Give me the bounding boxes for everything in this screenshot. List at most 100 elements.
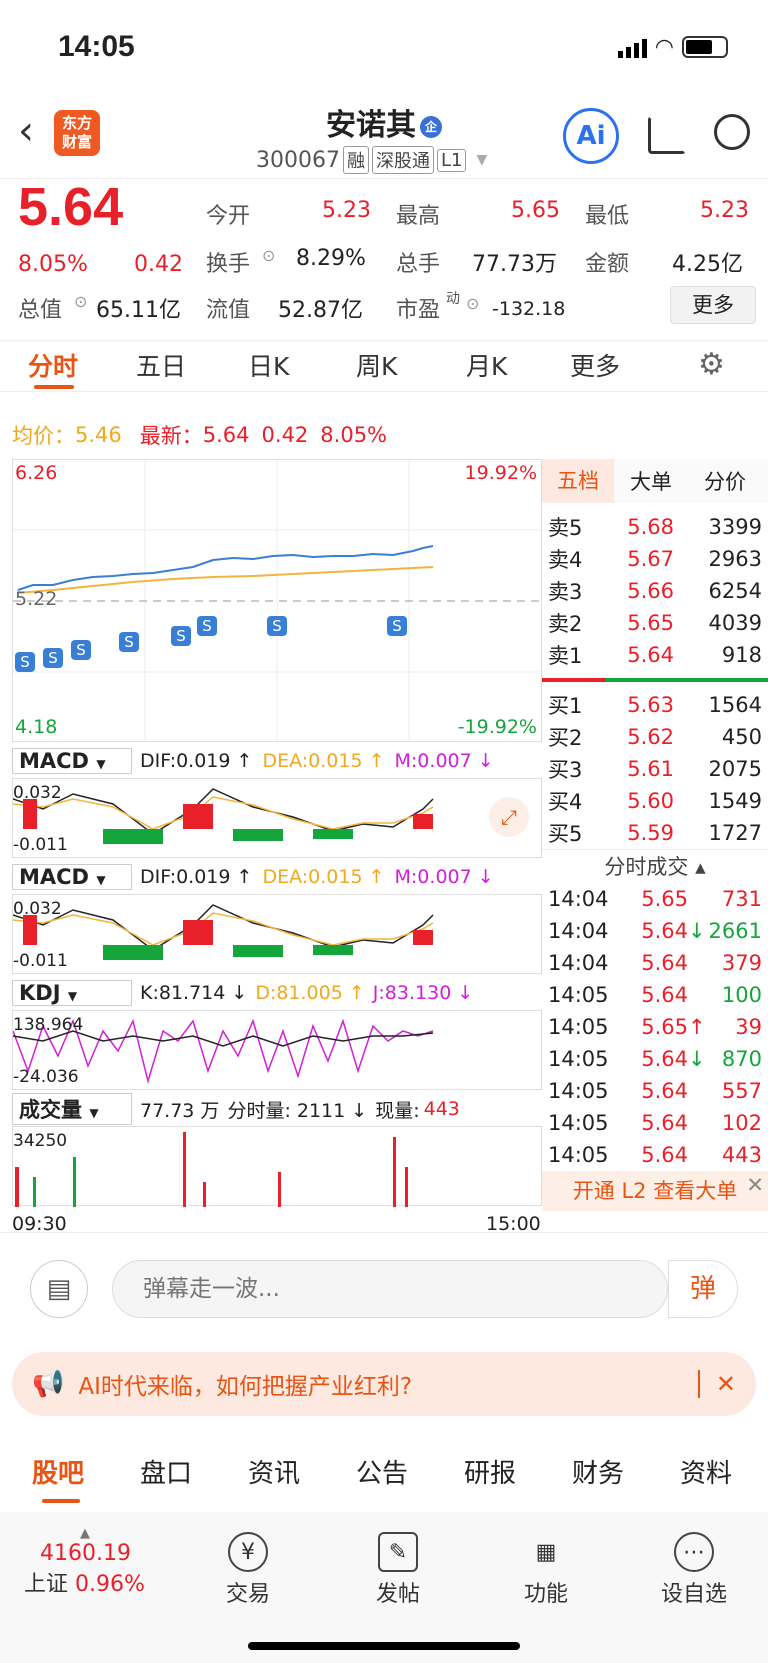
latest-chg: 0.42 <box>261 423 309 447</box>
tick-row: 14:05 5.64 443 <box>548 1143 762 1167</box>
macd-dif-2: DIF:0.019 ↑ <box>140 866 253 888</box>
amount-label: 金额 <box>585 252 630 277</box>
volume-selector[interactable]: 成交量 ▼ <box>12 1093 132 1125</box>
more-button[interactable]: 更多 <box>670 286 756 324</box>
status-time: 14:05 <box>58 30 135 63</box>
macd-dif: DIF:0.019 ↑ <box>140 750 253 772</box>
high-value: 5.65 <box>511 198 560 223</box>
pe-sup: 动 <box>446 291 460 307</box>
tab-big-orders[interactable]: 大单 <box>630 470 672 494</box>
tab-finance[interactable]: 财务 <box>572 1459 625 1489</box>
pct-min-label: -19.92% <box>457 716 537 738</box>
tick-row: 14:04 5.64 ↓ 2661 <box>548 919 762 943</box>
tab-more[interactable]: 更多 <box>570 352 621 381</box>
tab-news[interactable]: 资讯 <box>248 1459 301 1489</box>
ask-row: 卖4 5.67 2963 <box>548 547 762 572</box>
expand-icon[interactable]: ⤢ <box>489 797 529 837</box>
stock-name: 安诺其企 <box>0 100 768 144</box>
stock-code-row: 300067 融 深股通 L1 ▼ <box>256 146 487 174</box>
tab-intraday[interactable]: 分时 <box>28 352 79 381</box>
danmaku-settings-icon[interactable]: ▤ <box>30 1260 88 1318</box>
edit-icon: ✎ <box>378 1532 418 1572</box>
macd-dea: DEA:0.015 ↑ <box>262 750 385 772</box>
kdj-panel: 138.964 -24.036 <box>12 1010 542 1090</box>
tag-level: L1 <box>436 148 467 172</box>
intraday-chart[interactable]: 6.26 5.22 4.18 19.92% -19.92% S S S S S … <box>12 459 543 743</box>
macd-selector-2[interactable]: MACD ▼ <box>12 864 132 890</box>
open-value: 5.23 <box>322 198 371 223</box>
info-icon[interactable]: ⊙ <box>262 246 276 265</box>
volume-panel: 34250 <box>12 1126 542 1207</box>
danmaku-input[interactable] <box>112 1260 668 1318</box>
add-watchlist-button[interactable]: ⋯ 设自选 <box>654 1532 734 1608</box>
kdj-k: K:81.714 ↓ <box>140 982 248 1004</box>
tab-price-dist[interactable]: 分价 <box>704 470 746 494</box>
tab-forum[interactable]: 股吧 <box>32 1459 85 1489</box>
bid-ask-ratio-bar <box>542 671 768 689</box>
floatcap-label: 流值 <box>206 298 251 323</box>
sell-marker[interactable]: S <box>197 616 217 636</box>
sell-marker[interactable]: S <box>267 616 287 636</box>
info-icon[interactable]: ⊙ <box>74 292 88 311</box>
sell-marker[interactable]: S <box>71 640 91 660</box>
signal-icon <box>617 39 647 58</box>
tab-month-k[interactable]: 月K <box>466 352 508 381</box>
kdj-selector[interactable]: KDJ ▼ <box>12 980 132 1006</box>
promo-text: AI时代来临，如何把握产业红利? <box>78 1374 413 1400</box>
tab-handicap[interactable]: 盘口 <box>140 1459 193 1489</box>
tab-day-k[interactable]: 日K <box>248 352 290 381</box>
sell-marker[interactable]: S <box>15 652 35 672</box>
dropdown-icon[interactable]: ▼ <box>476 152 488 168</box>
tab-indicator <box>42 1499 80 1503</box>
l2-upgrade-banner[interactable]: 开通 L2 查看大单 ✕ <box>542 1171 768 1211</box>
macd-dea-2: DEA:0.015 ↑ <box>262 866 385 888</box>
ask-row: 卖5 5.68 3399 <box>548 515 762 540</box>
trade-button[interactable]: ¥ 交易 <box>208 1532 288 1608</box>
tick-row: 14:05 5.65 ↑ 39 <box>548 1015 762 1039</box>
vol-now-label: 现量: <box>375 1099 420 1122</box>
sell-marker[interactable]: S <box>387 616 407 636</box>
promo-banner[interactable]: 📢 AI时代来临，如何把握产业红利? ✕ <box>12 1352 756 1416</box>
avg-label: 均价： <box>12 424 75 448</box>
back-icon[interactable]: ‹ <box>18 108 34 154</box>
ticks-title[interactable]: 分时成交 ▴ <box>542 849 768 883</box>
settings-icon[interactable]: ⚙ <box>698 347 725 382</box>
tab-five-levels[interactable]: 五档 <box>542 459 614 503</box>
info-icon[interactable]: ⊙ <box>466 294 480 313</box>
tab-research[interactable]: 研报 <box>464 1459 517 1489</box>
megaphone-icon: 📢 <box>32 1369 65 1399</box>
y-min-label: 4.18 <box>15 716 58 738</box>
bid-row: 买5 5.59 1727 <box>548 821 762 846</box>
sell-marker[interactable]: S <box>119 632 139 652</box>
latest-label: 最新： <box>139 424 203 448</box>
bid-row: 买2 5.62 450 <box>548 725 762 750</box>
tab-announcements[interactable]: 公告 <box>356 1459 409 1489</box>
search-icon[interactable] <box>714 114 750 150</box>
tab-week-k[interactable]: 周K <box>356 352 398 381</box>
close-icon[interactable]: ✕ <box>746 1173 764 1197</box>
floatcap-value: 52.87亿 <box>278 298 363 323</box>
sell-marker[interactable]: S <box>171 626 191 646</box>
ai-button[interactable]: Ai <box>563 108 619 164</box>
tab-5day[interactable]: 五日 <box>136 352 187 381</box>
change-pct: 8.05% <box>18 252 88 277</box>
vol-minute: 分时量: 2111 ↓ <box>227 1099 368 1122</box>
pe-value: -132.18 <box>492 298 566 320</box>
kdj-j: J:83.130 ↓ <box>372 982 474 1004</box>
index-name: 上证 <box>24 1572 69 1597</box>
vol-total: 77.73 万 <box>140 1099 220 1122</box>
functions-button[interactable]: ▦ 功能 <box>506 1532 586 1608</box>
post-button[interactable]: ✎ 发帖 <box>358 1532 438 1608</box>
close-icon[interactable]: ✕ <box>715 1370 736 1398</box>
tick-row: 14:05 5.64 100 <box>548 983 762 1007</box>
share-icon[interactable] <box>648 116 686 154</box>
sell-marker[interactable]: S <box>43 648 63 668</box>
tick-row: 14:05 5.64 557 <box>548 1079 762 1103</box>
tab-profile[interactable]: 资料 <box>680 1459 733 1489</box>
macd-selector[interactable]: MACD ▼ <box>12 748 132 774</box>
danmaku-send-button[interactable]: 弹 <box>668 1260 738 1318</box>
wifi-icon: ◠ <box>654 35 674 60</box>
battery-icon <box>682 36 728 58</box>
tag-connect: 深股通 <box>371 146 434 174</box>
index-quote[interactable]: ▲ 4160.19 上证 0.96% <box>24 1526 174 1598</box>
